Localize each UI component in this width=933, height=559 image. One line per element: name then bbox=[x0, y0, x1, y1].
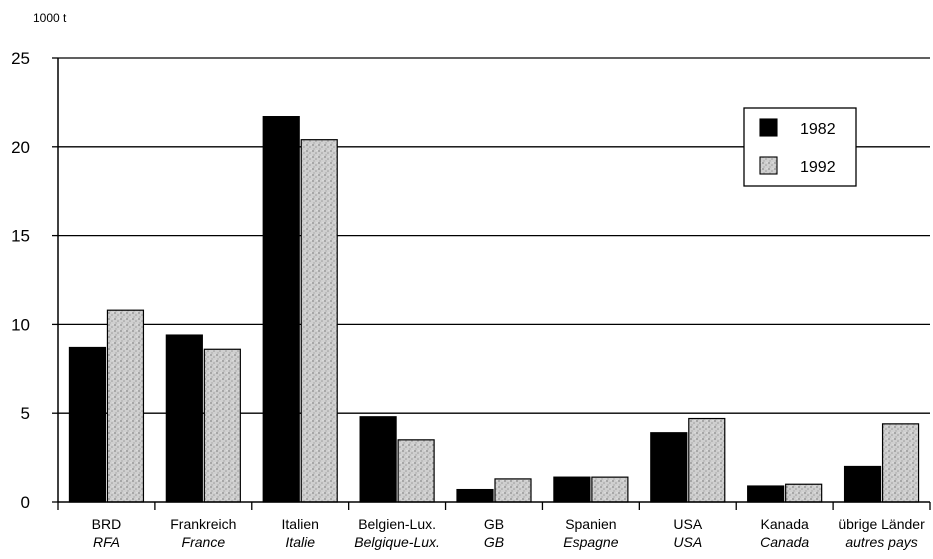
bar-1982-8 bbox=[747, 485, 785, 503]
y-tick-label: 25 bbox=[11, 49, 30, 68]
x-category-label: GB bbox=[484, 516, 504, 532]
x-category-label-fr: USA bbox=[673, 534, 702, 550]
y-tick-label: 20 bbox=[11, 138, 30, 157]
x-category-label: BRD bbox=[92, 516, 122, 532]
bar-1992-9 bbox=[881, 423, 920, 503]
x-category-label-fr: GB bbox=[484, 534, 504, 550]
legend-label-1992: 1992 bbox=[800, 159, 836, 176]
x-category-label: Belgien-Lux. bbox=[358, 516, 436, 532]
y-tick-label: 0 bbox=[21, 493, 30, 512]
legend-swatch-1982 bbox=[759, 118, 778, 137]
bar-1992-6 bbox=[591, 476, 629, 503]
bar-1992-8 bbox=[785, 483, 823, 503]
y-tick-label: 10 bbox=[11, 315, 30, 334]
y-axis-unit-label: 1000 t bbox=[33, 11, 67, 25]
x-category-label: Italien bbox=[282, 516, 319, 532]
x-category-label-fr: Canada bbox=[760, 534, 809, 550]
x-category-label: USA bbox=[673, 516, 702, 532]
bar-1982-3 bbox=[262, 116, 300, 503]
bar-1982-2 bbox=[165, 334, 203, 503]
bar-1982-4 bbox=[359, 416, 397, 503]
bar-1992-7 bbox=[688, 417, 726, 503]
x-category-label-fr: Italie bbox=[285, 534, 315, 550]
x-category-label: Spanien bbox=[565, 516, 616, 532]
x-category-label-fr: Espagne bbox=[563, 534, 618, 550]
x-category-label: Frankreich bbox=[170, 516, 236, 532]
x-category-label: Kanada bbox=[761, 516, 809, 532]
bar-1992-1 bbox=[106, 309, 145, 503]
x-category-label: übrige Länder bbox=[838, 516, 925, 532]
bar-1992-3 bbox=[300, 139, 338, 503]
bar-1982-5 bbox=[456, 488, 494, 503]
bar-1992-5 bbox=[494, 478, 532, 503]
legend-swatch-1992 bbox=[759, 156, 778, 175]
bar-1982-6 bbox=[553, 476, 591, 503]
x-category-label-fr: RFA bbox=[93, 534, 120, 550]
x-category-label-fr: autres pays bbox=[845, 534, 917, 550]
x-category-label-fr: Belgique-Lux. bbox=[354, 534, 440, 550]
bar-1982-9 bbox=[843, 465, 882, 503]
bar-1982-7 bbox=[650, 432, 688, 503]
y-tick-label: 15 bbox=[11, 227, 30, 246]
x-category-label-fr: France bbox=[182, 534, 226, 550]
bar-1992-4 bbox=[397, 439, 435, 503]
bar-1992-2 bbox=[203, 348, 241, 503]
y-tick-label: 5 bbox=[21, 404, 30, 423]
bar-1982-1 bbox=[68, 346, 107, 503]
legend-label-1982: 1982 bbox=[800, 121, 836, 138]
